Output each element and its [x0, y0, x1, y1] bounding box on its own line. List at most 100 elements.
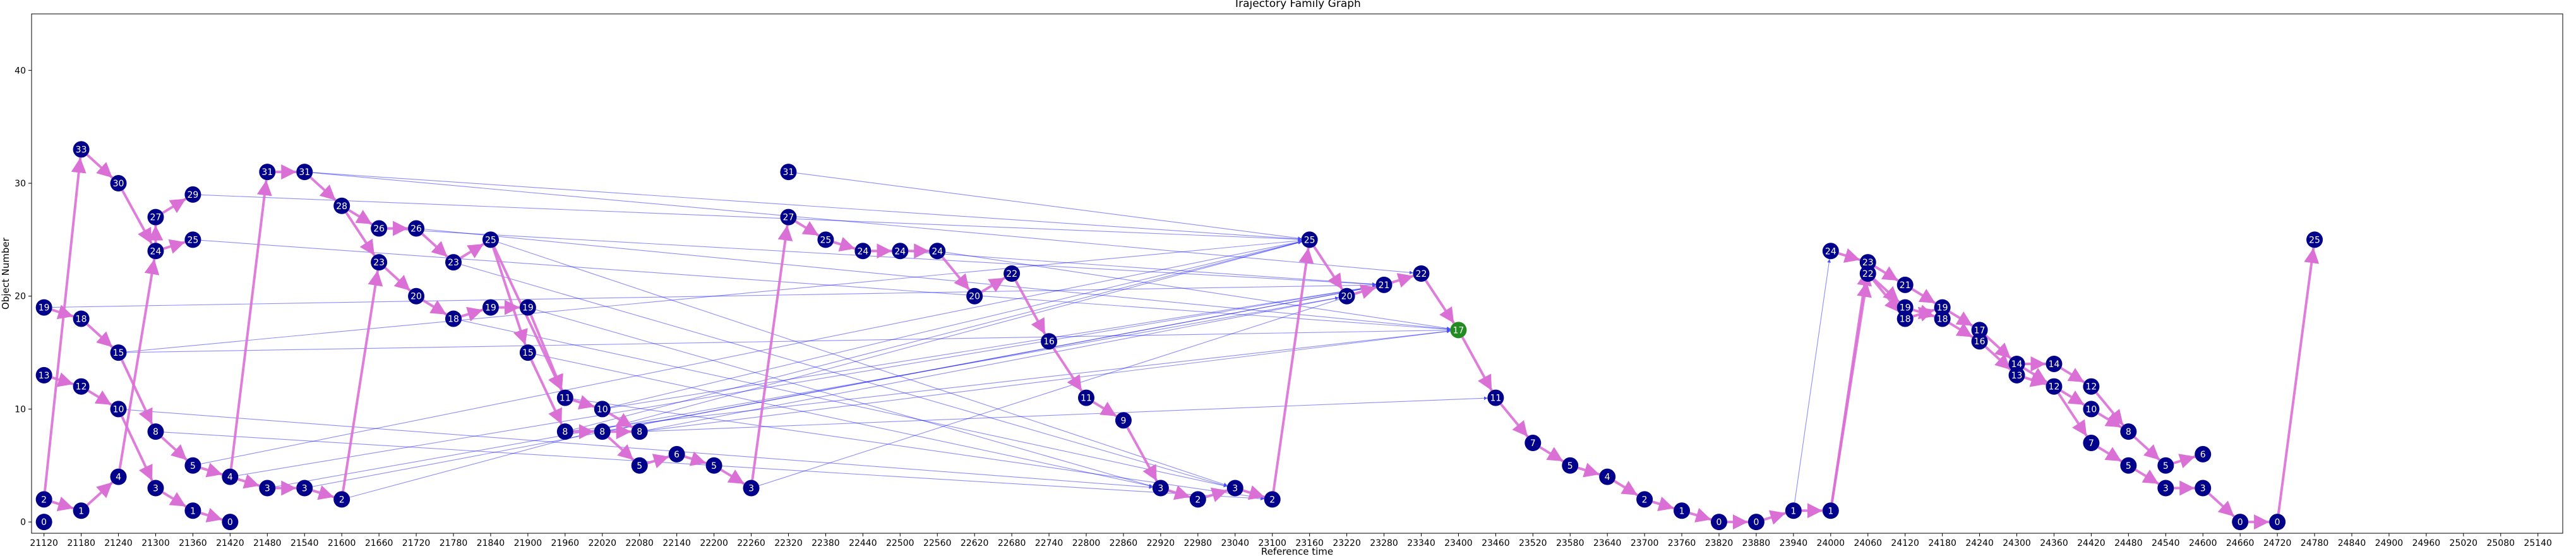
- family-edge: [1830, 270, 1872, 503]
- node-label: 3: [302, 484, 308, 494]
- node-label: 13: [39, 371, 50, 381]
- trajectory-node: 25: [1301, 231, 1318, 248]
- node-marker: [1896, 310, 1914, 327]
- family-edge: [1763, 510, 1787, 525]
- node-marker: [556, 423, 573, 440]
- node-label: 22: [1416, 269, 1427, 279]
- node-label: 14: [2011, 360, 2023, 370]
- family-edge: [1168, 485, 1190, 500]
- trajectory-node: 30: [110, 175, 127, 192]
- link-edge: [536, 354, 1153, 488]
- node-marker: [1041, 333, 1058, 350]
- node-label: 20: [410, 292, 422, 302]
- node-marker: [184, 457, 201, 474]
- family-edge: [2097, 412, 2123, 429]
- family-edge: [529, 314, 563, 391]
- trajectory-node: 10: [594, 401, 611, 418]
- family-edge: [647, 454, 669, 469]
- x-tick-label: 25140: [2524, 538, 2552, 548]
- node-label: 2: [1195, 495, 1201, 505]
- node-label: 7: [2088, 438, 2094, 449]
- node-marker: [110, 401, 127, 418]
- node-marker: [780, 208, 797, 226]
- x-tick-label: 22380: [812, 538, 840, 548]
- family-edge: [1872, 279, 1901, 313]
- link-edge: [647, 396, 1488, 432]
- node-marker: [780, 164, 797, 181]
- node-marker: [1859, 254, 1876, 271]
- node-label: 10: [113, 404, 124, 414]
- family-edge: [160, 436, 188, 461]
- trajectory-node: 23: [1859, 254, 1876, 271]
- family-edge: [751, 225, 793, 480]
- node-label: 5: [637, 461, 642, 471]
- link-edge: [126, 239, 1302, 353]
- node-marker: [631, 423, 648, 440]
- trajectory-node: 10: [2083, 401, 2100, 418]
- node-label: 18: [1937, 314, 1948, 324]
- family-edge: [460, 306, 484, 322]
- chart-title: Trajectory Family Graph: [1233, 0, 1361, 10]
- node-label: 30: [113, 179, 124, 189]
- link-edge: [424, 229, 1451, 331]
- trajectory-node: 3: [2157, 480, 2174, 497]
- link-edge: [758, 286, 1377, 486]
- y-tick-label: 40: [15, 66, 26, 76]
- node-marker: [184, 502, 201, 519]
- link-edge: [313, 172, 1302, 241]
- trajectory-node: 22: [1003, 265, 1021, 282]
- node-label: 0: [2275, 517, 2280, 528]
- link-edge: [201, 240, 1302, 464]
- node-label: 24: [932, 246, 943, 257]
- trajectory-node: 4: [222, 468, 239, 485]
- node-label: 20: [969, 292, 980, 302]
- node-marker: [929, 243, 946, 260]
- x-tick-label: 25020: [2450, 538, 2478, 548]
- link-edge: [610, 285, 1376, 431]
- node-label: 24: [1825, 246, 1836, 257]
- family-edge: [348, 208, 373, 226]
- node-marker: [1971, 322, 1988, 339]
- trajectory-node: 12: [73, 378, 90, 395]
- node-marker: [2232, 514, 2249, 531]
- x-tick-label: 23760: [1668, 538, 1696, 548]
- node-label: 4: [116, 473, 121, 483]
- trajectory-node: 9: [1115, 412, 1132, 429]
- trajectory-node: 31: [780, 164, 797, 181]
- family-edge: [86, 323, 114, 348]
- node-label: 3: [153, 484, 159, 494]
- trajectory-node: 4: [110, 468, 127, 485]
- family-edge: [51, 305, 74, 320]
- family-edge: [1651, 497, 1675, 512]
- x-tick-label: 21300: [141, 538, 170, 548]
- trajectory-node: 24: [1822, 243, 1839, 260]
- family-edge: [1874, 265, 1899, 282]
- trajectory-node: 10: [110, 401, 127, 418]
- node-marker: [371, 220, 388, 237]
- x-tick-label: 21120: [30, 538, 58, 548]
- link-edge: [52, 283, 1376, 308]
- x-tick-label: 22800: [1072, 538, 1101, 548]
- x-tick-label: 21840: [477, 538, 505, 548]
- node-marker: [408, 287, 425, 305]
- trajectory-node: 20: [1338, 287, 1355, 305]
- node-marker: [519, 344, 536, 361]
- trajectory-node: 18: [1934, 310, 1951, 327]
- x-tick-label: 21600: [328, 538, 356, 548]
- node-label: 25: [485, 235, 496, 245]
- node-marker: [147, 208, 164, 226]
- trajectory-node: 14: [2008, 355, 2025, 372]
- trajectory-node: 7: [1525, 435, 1542, 452]
- trajectory-node: 5: [631, 457, 648, 474]
- link-edge: [201, 194, 1302, 241]
- node-marker: [631, 457, 648, 474]
- node-label: 27: [150, 213, 162, 223]
- x-tick-label: 22200: [700, 538, 728, 548]
- trajectory-node: 6: [668, 445, 685, 462]
- trajectory-node: 25: [817, 231, 834, 248]
- link-edge: [126, 409, 1153, 489]
- trajectory-node: 1: [73, 502, 90, 519]
- trajectory-node: 5: [705, 457, 722, 474]
- trajectory-node: 11: [1487, 389, 1504, 406]
- trajectory-node: 8: [2120, 423, 2137, 440]
